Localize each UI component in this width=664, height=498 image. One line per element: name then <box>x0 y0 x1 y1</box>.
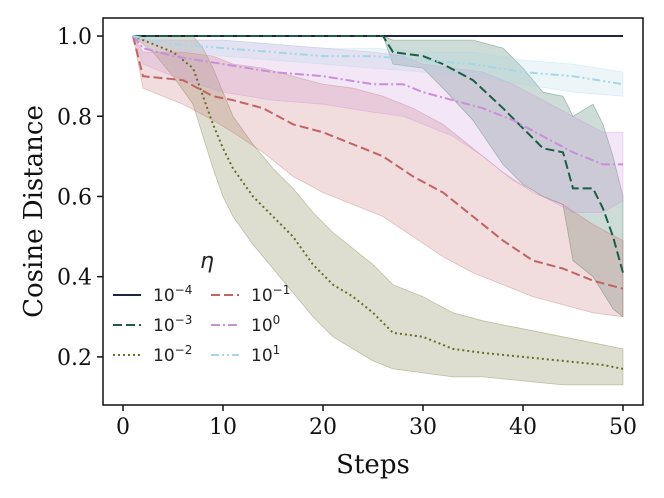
legend-label-3: 10−1 <box>251 283 290 306</box>
legend-label-0: 10−4 <box>153 283 192 306</box>
band-series-2 <box>131 35 624 386</box>
series-lines <box>132 35 624 370</box>
legend-title: η <box>200 249 214 274</box>
x-tick-label-0: 0 <box>116 415 130 440</box>
line-series-3 <box>132 35 624 290</box>
legend-label-5: 101 <box>251 343 280 366</box>
x-tick-label-5: 50 <box>609 415 637 440</box>
line-series-5 <box>132 35 624 86</box>
plot-frame <box>102 17 644 406</box>
x-tick-label-3: 30 <box>409 415 437 440</box>
line-series-1 <box>133 35 624 273</box>
x-tick-label-1: 10 <box>209 415 237 440</box>
x-axis-label: Steps <box>336 450 410 480</box>
confidence-bands <box>131 35 624 386</box>
x-tick-label-2: 20 <box>309 415 337 440</box>
line-series-4 <box>132 35 623 166</box>
y-tick-label-4: 1.0 <box>57 25 92 50</box>
legend-label-4: 100 <box>251 313 280 336</box>
legend-label-2: 10−2 <box>153 343 192 366</box>
y-tick-label-2: 0.6 <box>57 185 92 210</box>
band-series-5 <box>132 35 624 97</box>
y-tick-label-0: 0.2 <box>57 346 92 371</box>
y-tick-label-1: 0.4 <box>57 266 92 291</box>
legend-label-1: 10−3 <box>153 313 192 336</box>
legend: η 10−4 10−3 10−2 10−1 100 101 <box>113 249 290 366</box>
axes: 0 10 20 30 40 50 0.2 0.4 0.6 0.8 1.0 Steps Cosine Di… <box>19 17 644 480</box>
y-axis-label: Cosine Distance <box>19 105 49 318</box>
y-tick-label-3: 0.8 <box>57 105 92 130</box>
band-series-4 <box>132 35 624 213</box>
x-tick-label-4: 40 <box>509 415 537 440</box>
